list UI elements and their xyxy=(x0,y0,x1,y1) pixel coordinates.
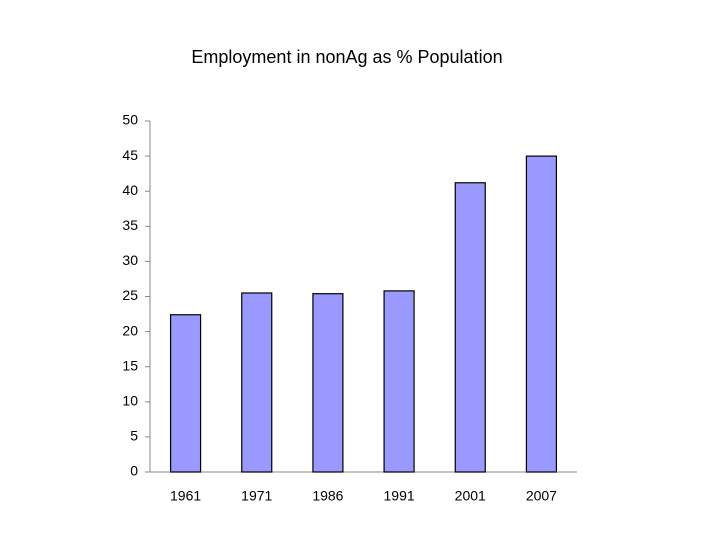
x-tick-label: 2001 xyxy=(455,488,486,504)
y-tick-label: 35 xyxy=(122,217,138,233)
bar xyxy=(169,314,202,473)
bar xyxy=(312,293,344,473)
x-tick-label: 1971 xyxy=(241,488,272,504)
x-tick-label: 1961 xyxy=(170,488,201,504)
y-tick-label: 10 xyxy=(122,393,138,409)
y-tick-label: 45 xyxy=(122,147,138,163)
bar xyxy=(454,182,486,473)
y-tick-label: 15 xyxy=(122,357,138,373)
y-tick-label: 50 xyxy=(122,112,138,128)
y-tick-label: 30 xyxy=(122,252,138,268)
bar xyxy=(383,290,415,473)
bar xyxy=(525,155,558,473)
y-tick-label: 25 xyxy=(122,287,138,303)
bar xyxy=(241,292,273,473)
y-tick-label: 5 xyxy=(130,428,138,444)
chart-title: Employment in nonAg as % Population xyxy=(191,47,502,67)
x-tick-label: 1986 xyxy=(312,488,343,504)
y-tick-label: 20 xyxy=(122,322,138,338)
y-tick-label: 40 xyxy=(122,182,138,198)
y-tick-label: 0 xyxy=(130,463,138,479)
x-tick-label: 2007 xyxy=(526,488,557,504)
x-tick-label: 1991 xyxy=(384,488,415,504)
